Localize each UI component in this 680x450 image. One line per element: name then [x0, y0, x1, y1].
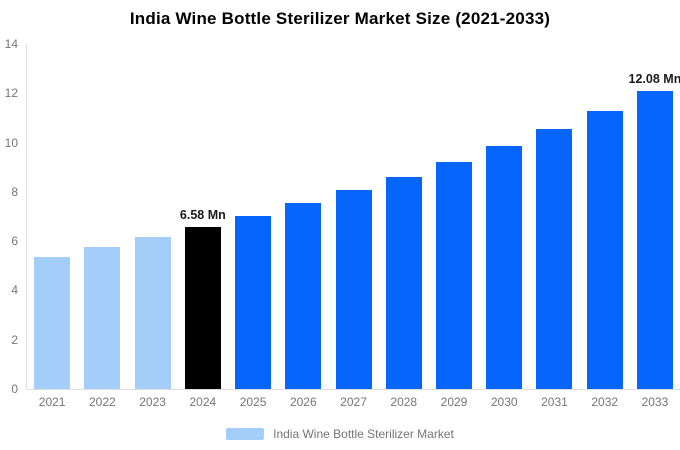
y-tick-label: 4	[11, 283, 18, 298]
bars: 6.58 Mn 12.08 Mn	[27, 44, 680, 389]
x-tick-label: 2023	[139, 395, 166, 409]
bar-slot	[127, 44, 177, 389]
x-tick-label: 2022	[89, 395, 116, 409]
y-tick-label: 12	[4, 86, 18, 101]
chart-title: India Wine Bottle Sterilizer Market Size…	[129, 9, 551, 28]
bar-2029	[435, 161, 472, 389]
bar-2030	[486, 145, 523, 389]
bar-slot: 6.58 Mn	[178, 44, 228, 389]
y-tick-label: 10	[4, 135, 18, 150]
x-tick-label: 2029	[440, 395, 468, 409]
legend-label: India Wine Bottle Sterilizer Market	[273, 427, 454, 441]
x-tick-label: 2032	[591, 395, 619, 409]
x-tick-label: 2026	[289, 395, 317, 409]
y-tick-label: 8	[11, 184, 18, 199]
x-tick-label: 2030	[490, 395, 518, 409]
x-tick-label: 2033	[641, 395, 669, 409]
x-axis-labels: 2021 2022 2023 2024 2025 2026 2027 2028 2029 2030…	[27, 395, 680, 409]
bar-2021	[34, 256, 71, 389]
bar-2022	[84, 247, 121, 389]
bar-2033	[636, 91, 673, 389]
bar-slot: 12.08 Mn	[628, 44, 680, 389]
y-tick-label: 2	[11, 332, 18, 347]
y-axis-line	[26, 44, 27, 389]
y-tick-label: 6	[11, 234, 18, 249]
x-tick-label: 2027	[340, 395, 367, 409]
bar-slot	[479, 44, 529, 389]
y-axis: 0 2 4 6 8 10 12 14	[0, 38, 18, 395]
y-tick-label: 0	[11, 382, 18, 396]
bar-slot	[278, 44, 328, 389]
bar-slot	[328, 44, 378, 389]
y-tick-label: 14	[4, 37, 18, 51]
bar-value-label: 12.08 Mn	[628, 72, 680, 87]
bar-slot	[27, 44, 77, 389]
bar-slot	[77, 44, 127, 389]
bar-slot	[228, 44, 278, 389]
x-axis-line	[26, 389, 680, 390]
x-tick-label: 2028	[390, 395, 418, 409]
x-tick-label: 2031	[541, 395, 568, 409]
x-tick-label: 2025	[239, 395, 267, 409]
bar-slot	[379, 44, 429, 389]
bar-2023	[134, 237, 171, 389]
legend: India Wine Bottle Sterilizer Market	[0, 427, 680, 441]
x-tick-label: 2021	[38, 395, 66, 409]
bar-2028	[385, 176, 422, 389]
bar-2032	[586, 110, 623, 389]
x-tick-label: 2024	[189, 395, 217, 409]
bar-2024	[184, 226, 221, 389]
bar-slot	[580, 44, 630, 389]
bar-slot	[429, 44, 479, 389]
bar-2026	[285, 203, 322, 389]
bar-2031	[536, 128, 573, 389]
bar-2025	[235, 215, 272, 389]
bar-2027	[335, 190, 372, 389]
bar-slot	[529, 44, 579, 389]
legend-swatch-icon	[226, 428, 265, 440]
bar-value-label: 6.58 Mn	[179, 207, 226, 222]
